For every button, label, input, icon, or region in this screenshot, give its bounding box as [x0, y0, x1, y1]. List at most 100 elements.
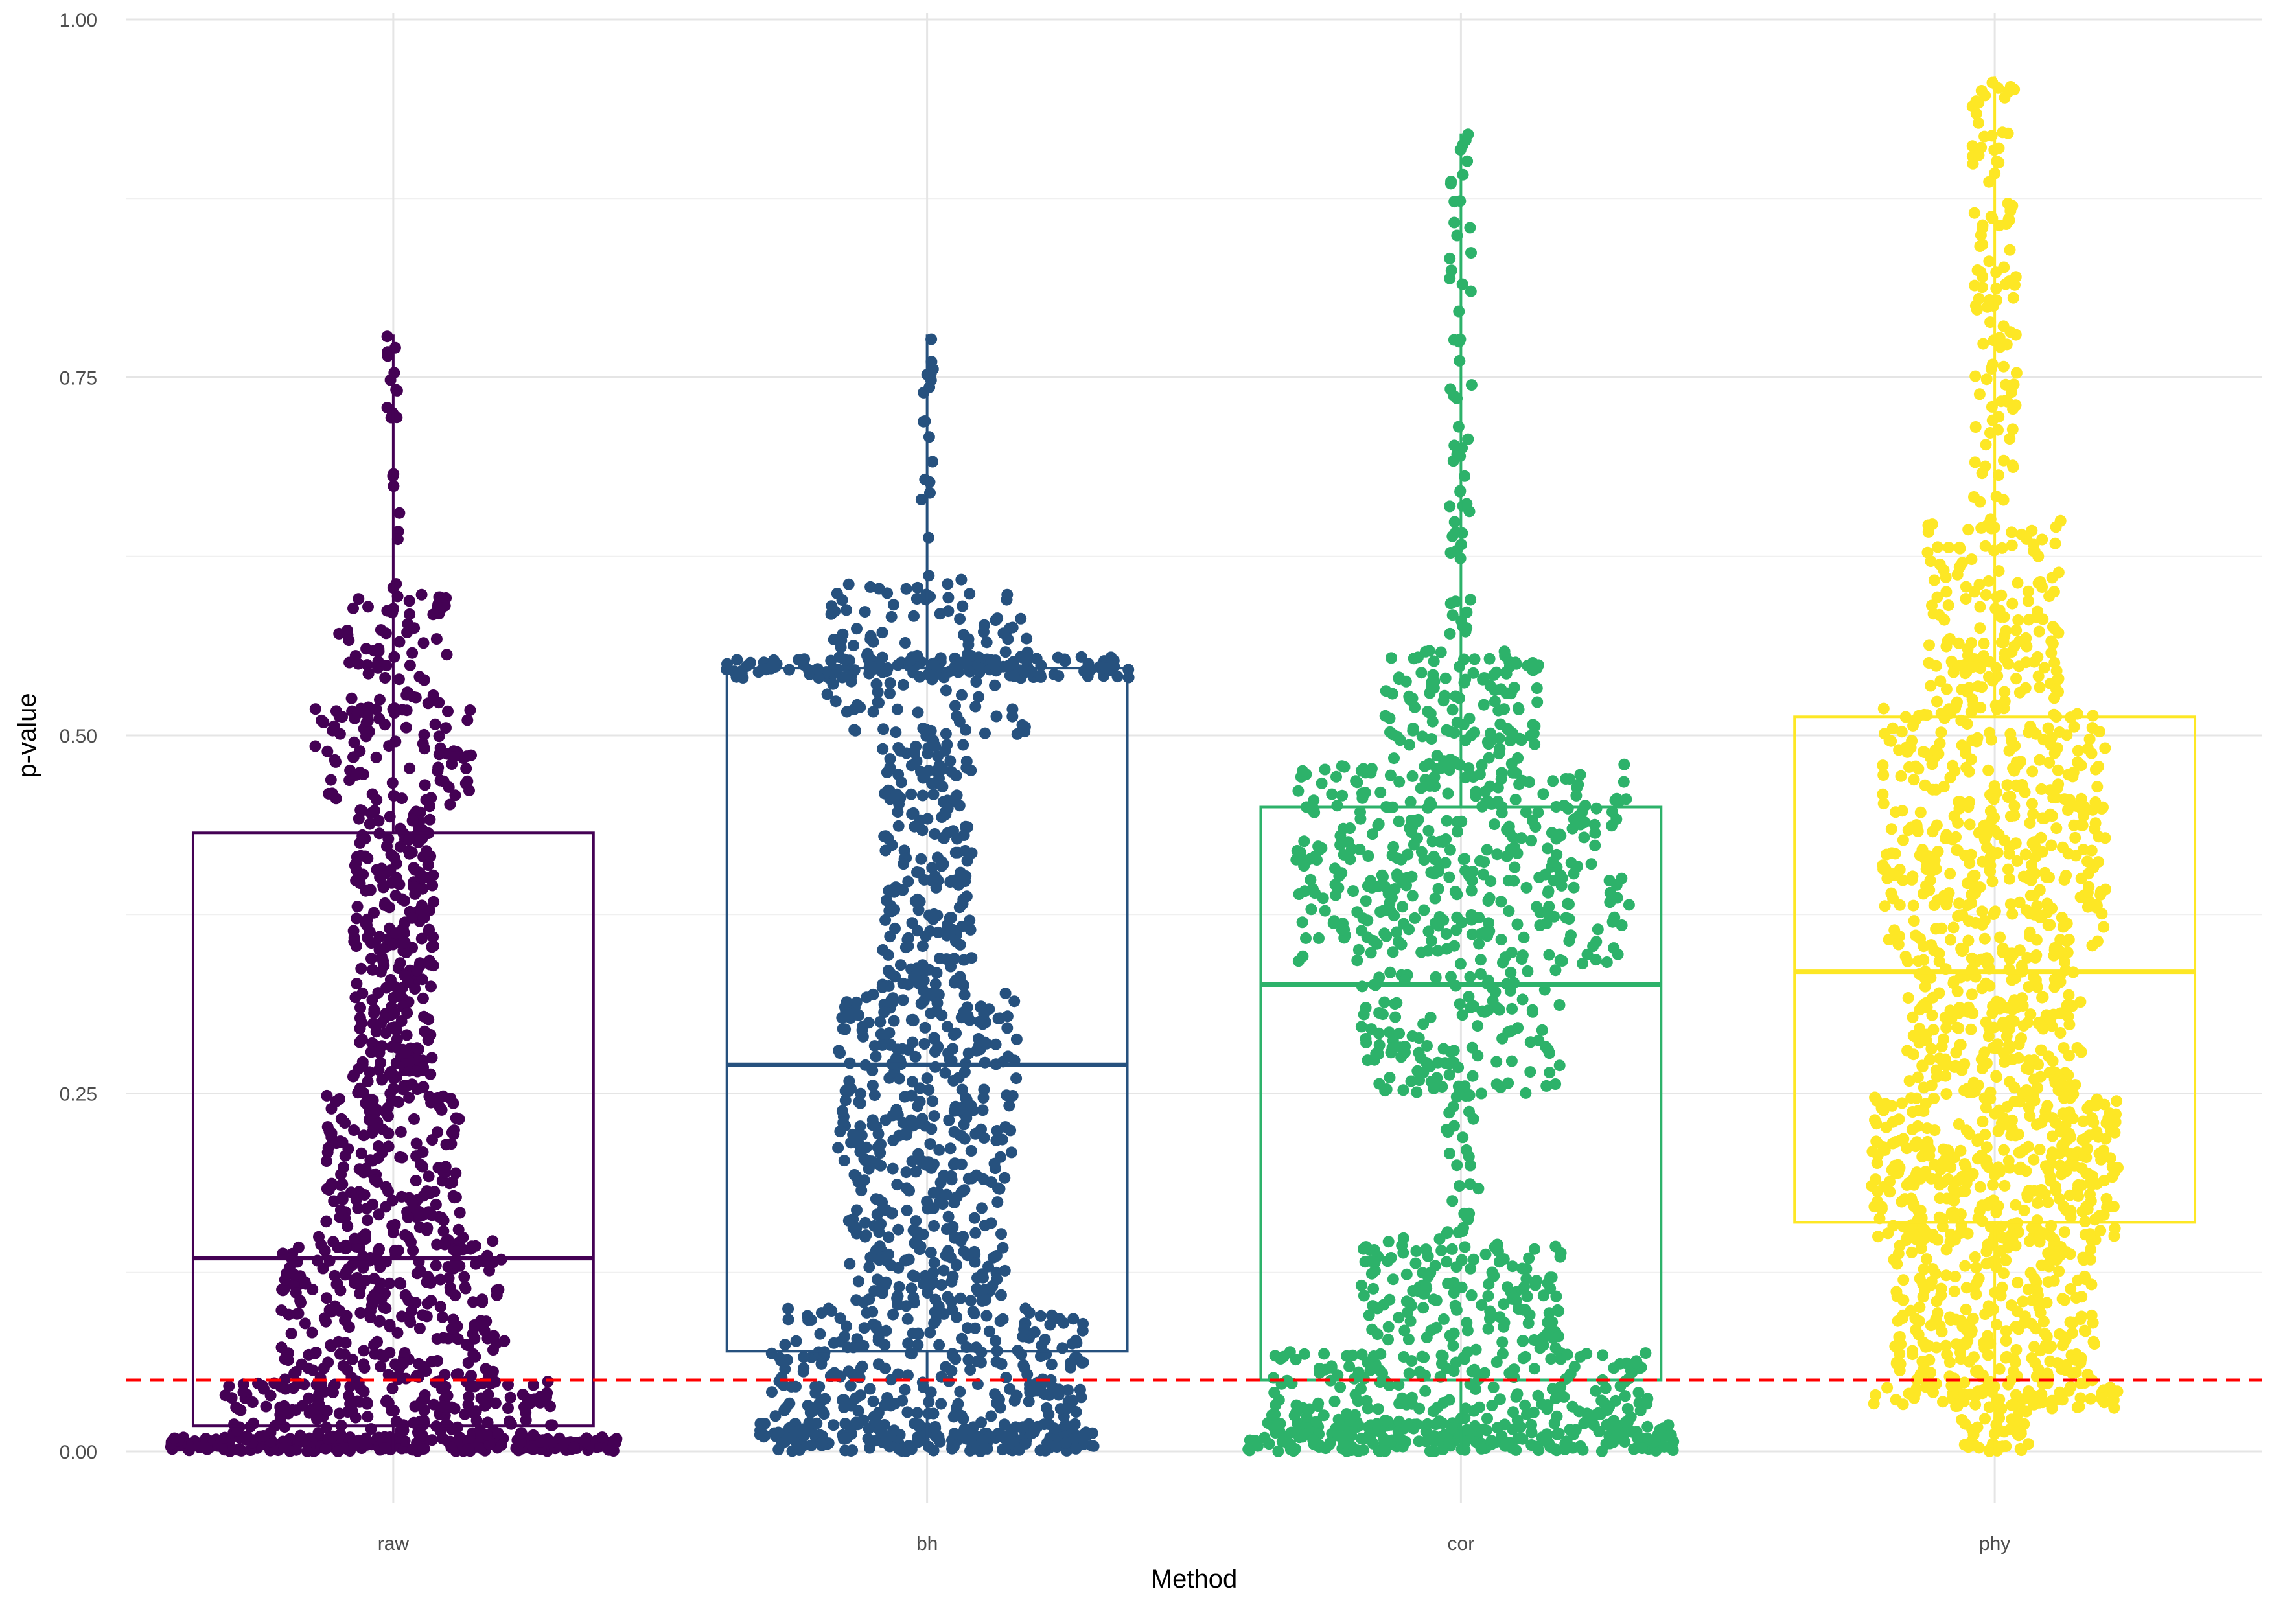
data-point	[1459, 134, 1472, 146]
data-point	[2061, 1109, 2073, 1121]
data-point	[962, 1322, 974, 1334]
data-point	[376, 1040, 388, 1052]
data-point	[1545, 1353, 1557, 1365]
data-point	[892, 820, 905, 832]
data-point	[859, 1216, 872, 1229]
data-point	[2032, 1197, 2044, 1209]
data-point	[1486, 1400, 1498, 1412]
data-point	[328, 1195, 340, 1207]
data-point	[1568, 881, 1580, 894]
data-point	[1621, 1403, 1634, 1415]
data-point	[1527, 728, 1540, 740]
data-point	[1964, 1128, 1976, 1140]
data-point	[1406, 890, 1419, 902]
data-point	[911, 866, 923, 878]
data-point	[821, 688, 833, 700]
data-point	[1479, 785, 1491, 798]
data-point	[447, 1190, 459, 1202]
data-point	[964, 1364, 977, 1376]
data-point	[1435, 646, 1447, 658]
data-point	[404, 659, 416, 671]
data-point	[1354, 844, 1366, 855]
data-point	[452, 1223, 465, 1236]
data-point	[2109, 1222, 2121, 1234]
data-point	[422, 1034, 434, 1046]
data-point	[461, 775, 474, 787]
data-point	[962, 1354, 975, 1366]
data-point	[884, 753, 896, 765]
data-point	[844, 1258, 856, 1270]
data-point	[1446, 1243, 1458, 1255]
data-point	[2017, 1393, 2030, 1405]
data-point	[1534, 919, 1546, 932]
data-point	[902, 932, 914, 944]
data-point	[2005, 1129, 2017, 1142]
data-point	[900, 1166, 912, 1179]
data-point	[434, 1273, 446, 1286]
data-point	[994, 1012, 1006, 1024]
data-point	[1970, 1288, 1982, 1301]
data-point	[1934, 1164, 1947, 1176]
data-point	[887, 1134, 899, 1146]
data-point	[1503, 660, 1516, 673]
data-point	[1947, 1183, 1960, 1195]
data-point	[1426, 733, 1437, 745]
data-point	[439, 1369, 451, 1381]
data-point	[1521, 1290, 1533, 1302]
data-point	[423, 1091, 435, 1103]
data-point	[2111, 1095, 2123, 1107]
data-point	[1356, 792, 1369, 804]
data-point	[1455, 815, 1468, 827]
data-point	[826, 600, 838, 612]
data-point	[1394, 734, 1406, 746]
data-point	[1903, 1075, 1916, 1087]
data-point	[1444, 252, 1456, 264]
data-point	[1918, 1263, 1930, 1275]
data-point	[1423, 757, 1435, 770]
data-point	[2039, 1328, 2051, 1340]
data-point	[1367, 934, 1380, 947]
data-point	[887, 599, 899, 611]
data-point	[404, 762, 416, 774]
data-point	[910, 1166, 922, 1178]
data-point	[925, 1247, 937, 1258]
data-point	[194, 1441, 205, 1453]
data-point	[1457, 1352, 1470, 1363]
data-point	[850, 996, 863, 1008]
data-point	[897, 678, 909, 691]
data-point	[1923, 1150, 1936, 1162]
data-point	[1929, 1267, 1942, 1280]
data-point	[1384, 905, 1397, 917]
data-point	[965, 1145, 977, 1157]
data-point	[435, 1212, 448, 1224]
data-point	[348, 736, 360, 748]
data-point	[373, 1208, 385, 1221]
data-point	[933, 1144, 945, 1156]
data-point	[905, 788, 918, 800]
data-point	[1365, 1023, 1378, 1035]
data-point	[1379, 881, 1391, 893]
data-point	[879, 787, 890, 800]
data-point	[841, 996, 853, 1008]
data-point	[382, 1110, 394, 1122]
data-point	[487, 1365, 499, 1378]
data-point	[1354, 806, 1366, 818]
data-point	[446, 1401, 458, 1413]
data-point	[1491, 1422, 1503, 1434]
data-point	[309, 740, 321, 752]
data-point	[375, 1017, 388, 1029]
data-point	[2031, 1284, 2043, 1297]
data-point	[1087, 1440, 1100, 1452]
data-point	[1459, 864, 1472, 877]
data-point	[1954, 1039, 1967, 1051]
data-point	[876, 1196, 888, 1208]
data-point	[425, 980, 437, 993]
data-point	[1059, 655, 1071, 667]
data-point	[947, 1221, 959, 1233]
data-point	[344, 1398, 356, 1410]
data-point	[2010, 1414, 2023, 1426]
data-point	[1377, 871, 1389, 883]
data-point	[423, 954, 435, 967]
data-point	[369, 1348, 381, 1360]
data-point	[294, 1429, 307, 1442]
